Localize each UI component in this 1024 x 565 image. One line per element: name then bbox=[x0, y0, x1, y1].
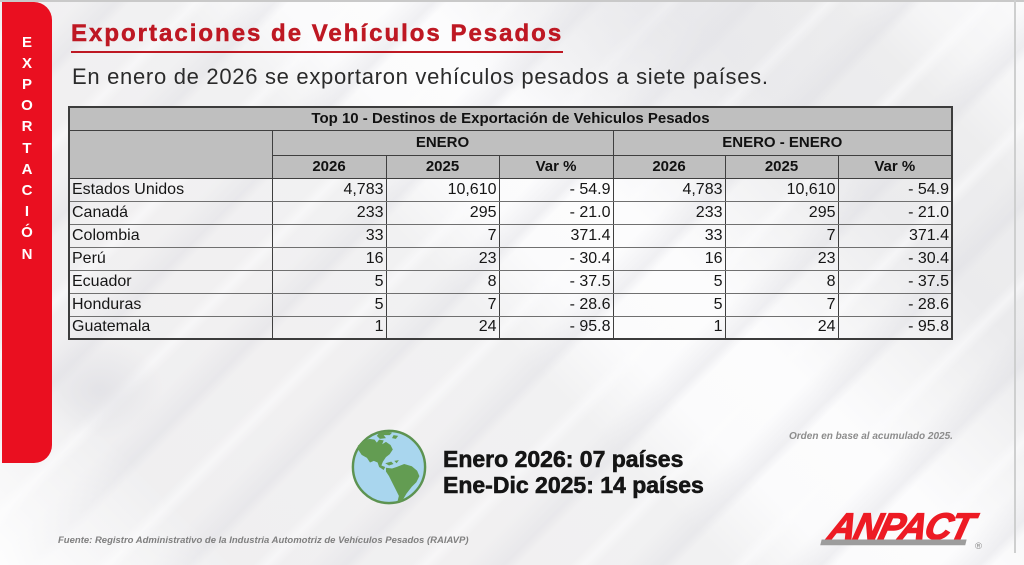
svg-text:®: ® bbox=[975, 541, 982, 552]
